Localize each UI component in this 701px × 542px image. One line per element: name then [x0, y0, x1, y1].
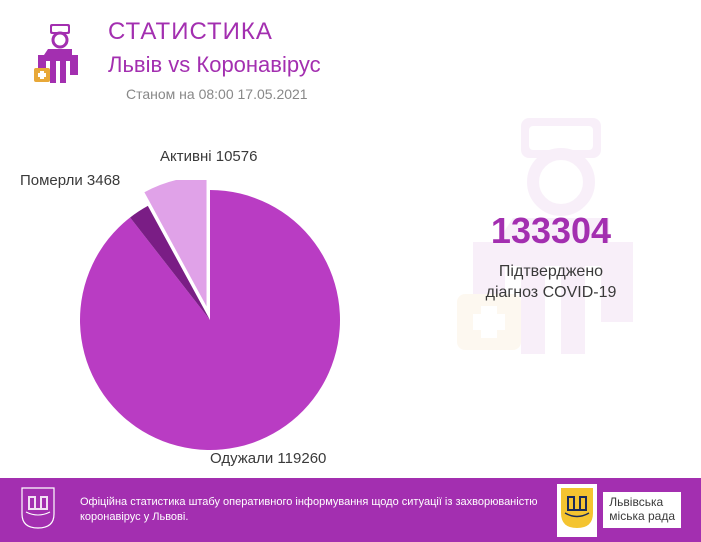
footer-left-crest-icon	[20, 486, 56, 535]
footer-right-logo-label-line2: міська рада	[609, 509, 675, 523]
total-block: 133304 Підтверджено діагноз COVID-19	[441, 210, 661, 304]
footer-right-logo-label: Львівська міська рада	[603, 492, 681, 528]
footer-right-logo-label-line1: Львівська	[609, 495, 663, 509]
total-text-line2: діагноз COVID-19	[486, 284, 617, 301]
pie-chart	[70, 180, 350, 465]
pie-label-recovered: Одужали 119260	[210, 450, 326, 467]
title-date: Станом на 08:00 17.05.2021	[126, 86, 321, 102]
pie-label-died: Померли 3468	[20, 172, 120, 189]
total-text: Підтверджено діагноз COVID-19	[441, 262, 661, 304]
title-main: СТАТИСТИКА	[108, 18, 321, 46]
footer-bar: Офіційна статистика штабу оперативного і…	[0, 478, 701, 542]
footer-right-crest-icon	[557, 484, 597, 537]
footer-text: Офіційна статистика штабу оперативного і…	[80, 495, 557, 525]
pie-label-active: Активні 10576	[160, 148, 257, 165]
doctor-icon	[30, 22, 90, 97]
title-subtitle: Львів vs Коронавірус	[108, 52, 321, 78]
footer-right-logo: Львівська міська рада	[557, 484, 681, 537]
total-number: 133304	[441, 210, 661, 252]
total-text-line1: Підтверджено	[499, 263, 603, 280]
pie-chart-area: Активні 10576 Померли 3468 Одужали 11926…	[0, 130, 420, 490]
header: СТАТИСТИКА Львів vs Коронавірус Станом н…	[30, 18, 321, 102]
